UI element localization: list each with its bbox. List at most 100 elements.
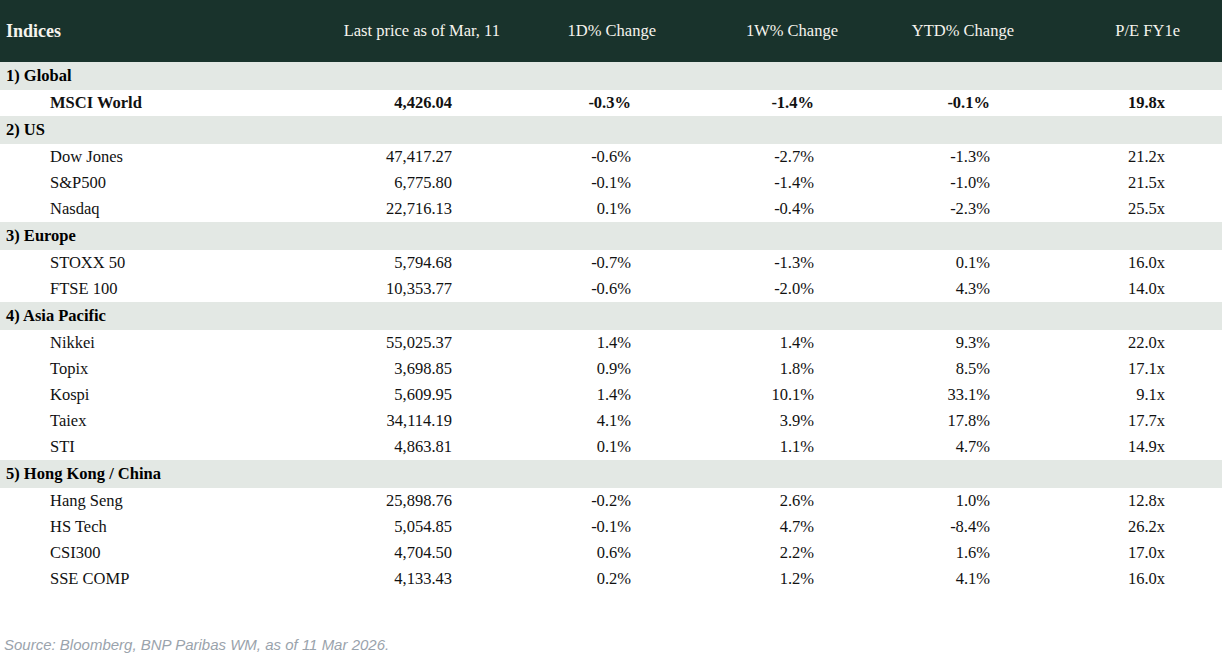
cell-name: Nasdaq [0, 196, 290, 222]
cell-w1: 1.4% [660, 330, 843, 356]
column-header-1w: 1W% Change [660, 0, 843, 62]
cell-d1: 0.1% [510, 196, 660, 222]
cell-ytd: 1.0% [843, 488, 1020, 514]
cell-pe: 19.8x [1020, 90, 1222, 116]
cell-pe: 26.2x [1020, 514, 1222, 540]
cell-ytd: -0.1% [843, 90, 1020, 116]
cell-d1: 0.1% [510, 434, 660, 460]
section-label: 4) Asia Pacific [0, 302, 1222, 330]
cell-w1: -1.4% [660, 90, 843, 116]
cell-d1: -0.2% [510, 488, 660, 514]
cell-d1: -0.6% [510, 144, 660, 170]
cell-w1: -2.7% [660, 144, 843, 170]
cell-pe: 16.0x [1020, 566, 1222, 592]
cell-price: 22,716.13 [290, 196, 510, 222]
table-row: Dow Jones47,417.27-0.6%-2.7%-1.3%21.2x [0, 144, 1222, 170]
section-row: 2) US [0, 116, 1222, 144]
cell-price: 47,417.27 [290, 144, 510, 170]
cell-name: Topix [0, 356, 290, 382]
cell-d1: -0.3% [510, 90, 660, 116]
section-label: 1) Global [0, 62, 1222, 90]
section-label: 3) Europe [0, 222, 1222, 250]
cell-d1: 1.4% [510, 330, 660, 356]
cell-name: STOXX 50 [0, 250, 290, 276]
cell-name: STI [0, 434, 290, 460]
cell-d1: 0.2% [510, 566, 660, 592]
column-header-price: Last price as of Mar, 11 [290, 0, 510, 62]
cell-d1: -0.1% [510, 514, 660, 540]
cell-w1: -0.4% [660, 196, 843, 222]
cell-ytd: 4.3% [843, 276, 1020, 302]
cell-pe: 17.1x [1020, 356, 1222, 382]
cell-pe: 16.0x [1020, 250, 1222, 276]
cell-ytd: 33.1% [843, 382, 1020, 408]
cell-ytd: 1.6% [843, 540, 1020, 566]
source-note: Source: Bloomberg, BNP Paribas WM, as of… [0, 636, 1228, 653]
cell-w1: 1.8% [660, 356, 843, 382]
cell-price: 4,426.04 [290, 90, 510, 116]
section-label: 5) Hong Kong / China [0, 460, 1222, 488]
section-row: 5) Hong Kong / China [0, 460, 1222, 488]
table-row: STI4,863.810.1%1.1%4.7%14.9x [0, 434, 1222, 460]
cell-name: Taiex [0, 408, 290, 434]
cell-pe: 17.7x [1020, 408, 1222, 434]
cell-w1: 10.1% [660, 382, 843, 408]
cell-pe: 17.0x [1020, 540, 1222, 566]
cell-w1: 2.6% [660, 488, 843, 514]
cell-d1: 4.1% [510, 408, 660, 434]
section-label: 2) US [0, 116, 1222, 144]
table-row: MSCI World4,426.04-0.3%-1.4%-0.1%19.8x [0, 90, 1222, 116]
cell-pe: 14.0x [1020, 276, 1222, 302]
cell-price: 3,698.85 [290, 356, 510, 382]
cell-pe: 12.8x [1020, 488, 1222, 514]
cell-price: 4,704.50 [290, 540, 510, 566]
cell-name: FTSE 100 [0, 276, 290, 302]
table-row: Nasdaq22,716.130.1%-0.4%-2.3%25.5x [0, 196, 1222, 222]
table-row: CSI3004,704.500.6%2.2%1.6%17.0x [0, 540, 1222, 566]
cell-price: 25,898.76 [290, 488, 510, 514]
cell-d1: 0.6% [510, 540, 660, 566]
table-row: Taiex34,114.194.1%3.9%17.8%17.7x [0, 408, 1222, 434]
cell-d1: -0.1% [510, 170, 660, 196]
cell-pe: 9.1x [1020, 382, 1222, 408]
cell-price: 10,353.77 [290, 276, 510, 302]
cell-name: Dow Jones [0, 144, 290, 170]
table-row: FTSE 10010,353.77-0.6%-2.0%4.3%14.0x [0, 276, 1222, 302]
cell-ytd: 17.8% [843, 408, 1020, 434]
table-row: Kospi5,609.951.4%10.1%33.1%9.1x [0, 382, 1222, 408]
cell-ytd: 9.3% [843, 330, 1020, 356]
section-row: 4) Asia Pacific [0, 302, 1222, 330]
cell-name: SSE COMP [0, 566, 290, 592]
cell-name: CSI300 [0, 540, 290, 566]
table-row: Nikkei55,025.371.4%1.4%9.3%22.0x [0, 330, 1222, 356]
cell-w1: 2.2% [660, 540, 843, 566]
cell-name: Nikkei [0, 330, 290, 356]
cell-ytd: 4.7% [843, 434, 1020, 460]
cell-name: MSCI World [0, 90, 290, 116]
cell-pe: 21.5x [1020, 170, 1222, 196]
cell-w1: 3.9% [660, 408, 843, 434]
cell-d1: 0.9% [510, 356, 660, 382]
cell-name: S&P500 [0, 170, 290, 196]
cell-pe: 25.5x [1020, 196, 1222, 222]
table-row: HS Tech5,054.85-0.1%4.7%-8.4%26.2x [0, 514, 1222, 540]
cell-d1: -0.7% [510, 250, 660, 276]
cell-ytd: 8.5% [843, 356, 1020, 382]
cell-pe: 22.0x [1020, 330, 1222, 356]
table-header: Indices Last price as of Mar, 11 1D% Cha… [0, 0, 1222, 62]
column-header-ytd: YTD% Change [843, 0, 1020, 62]
cell-price: 5,794.68 [290, 250, 510, 276]
cell-price: 34,114.19 [290, 408, 510, 434]
table-row: S&P5006,775.80-0.1%-1.4%-1.0%21.5x [0, 170, 1222, 196]
cell-ytd: 4.1% [843, 566, 1020, 592]
cell-name: Kospi [0, 382, 290, 408]
table-row: Topix3,698.850.9%1.8%8.5%17.1x [0, 356, 1222, 382]
cell-price: 5,054.85 [290, 514, 510, 540]
cell-price: 55,025.37 [290, 330, 510, 356]
cell-name: HS Tech [0, 514, 290, 540]
section-row: 1) Global [0, 62, 1222, 90]
cell-ytd: -1.0% [843, 170, 1020, 196]
cell-price: 4,863.81 [290, 434, 510, 460]
table-row: STOXX 505,794.68-0.7%-1.3%0.1%16.0x [0, 250, 1222, 276]
cell-ytd: -1.3% [843, 144, 1020, 170]
